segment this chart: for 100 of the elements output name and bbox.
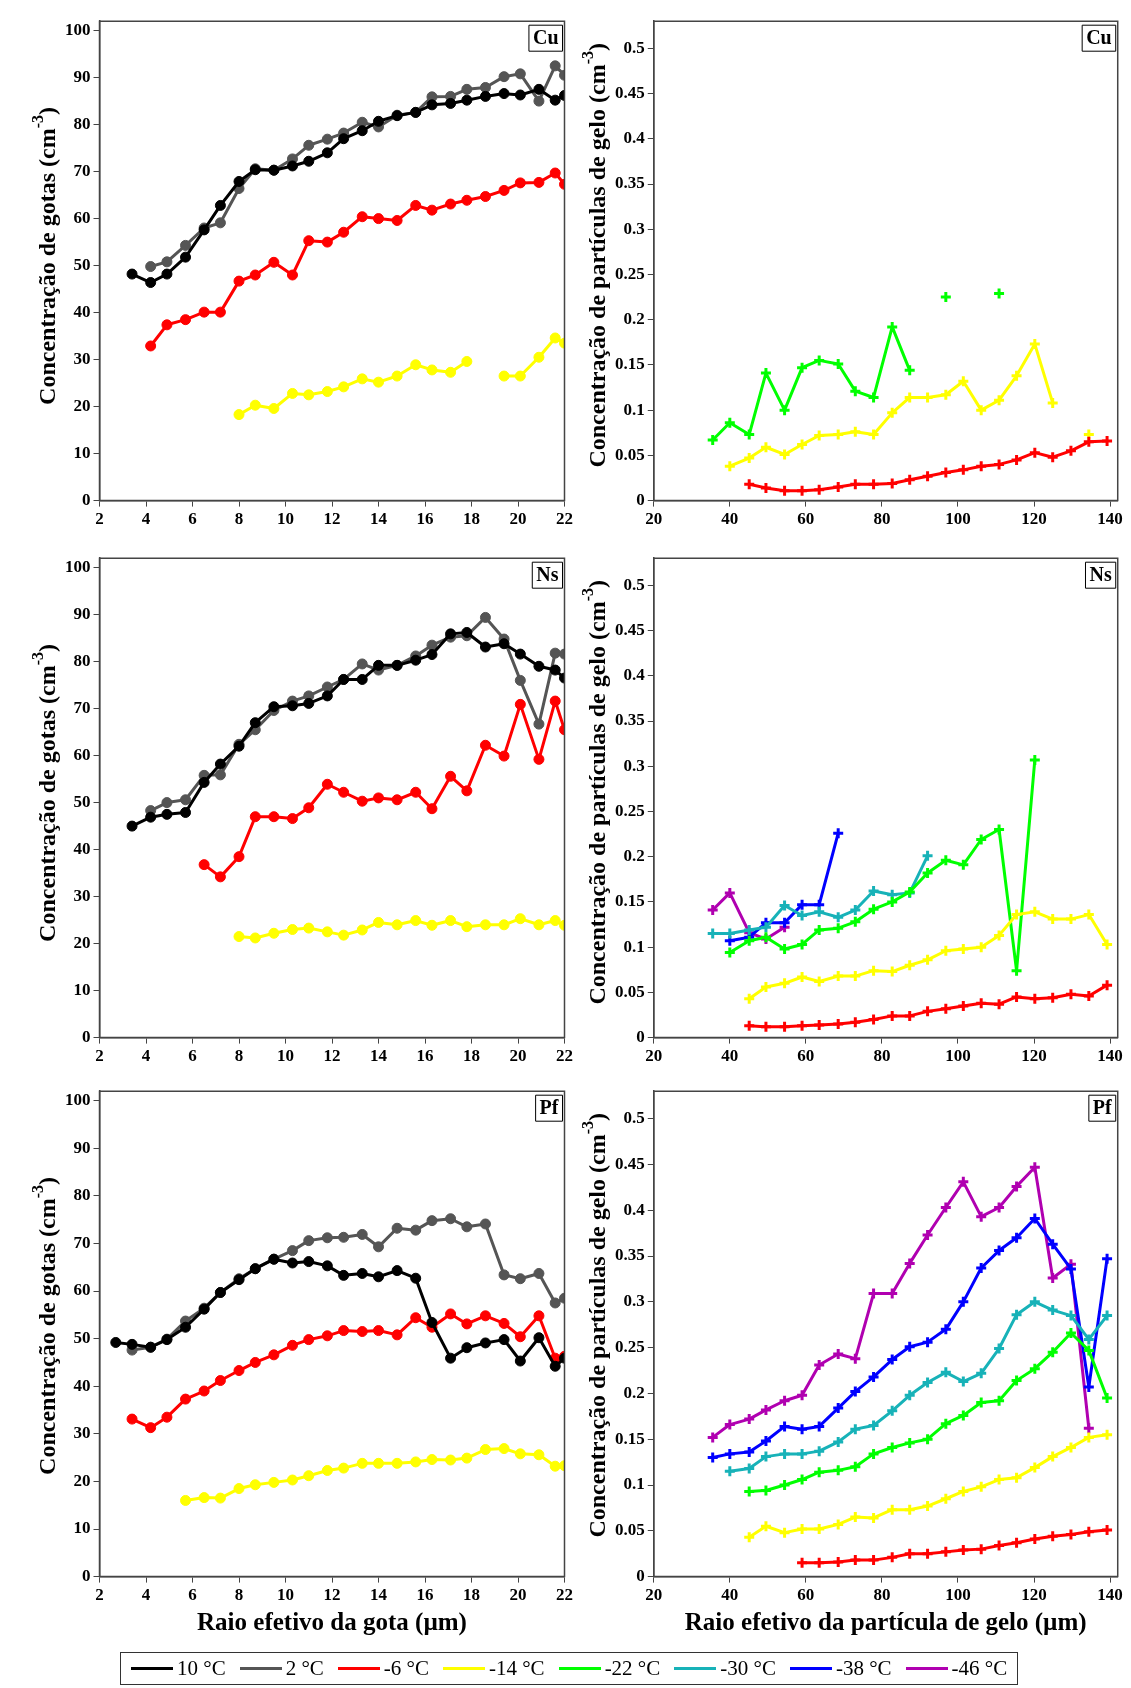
x-tick-label: 100 — [945, 1046, 971, 1066]
x-tick-label: 10 — [277, 509, 294, 529]
y-tick-label: 0.5 — [623, 1108, 645, 1128]
y-tick-label: 30 — [73, 1423, 91, 1443]
x-tick-label: 16 — [416, 1046, 434, 1066]
y-tick-label: 0.15 — [615, 891, 645, 911]
annotation: Ns — [1089, 563, 1112, 586]
legend-label: 10 °C — [177, 1656, 226, 1681]
legend-label: -46 °C — [951, 1656, 1008, 1681]
x-tick-label: 6 — [188, 509, 197, 529]
x-tick-label: 2 — [95, 1046, 104, 1066]
x-tick-label: 20 — [509, 1585, 527, 1605]
y-tick-label: 60 — [73, 207, 91, 227]
x-tick-label: 22 — [556, 509, 573, 529]
x-tick-label: 8 — [234, 1585, 244, 1605]
x-tick-label: 80 — [873, 1046, 891, 1066]
y-tick-label: 70 — [73, 697, 91, 717]
y-tick-label: 0.1 — [623, 1474, 645, 1494]
x-tick-label: 12 — [323, 1585, 341, 1605]
x-tick-label: 100 — [945, 1585, 971, 1605]
y-tick-label: 80 — [73, 650, 91, 670]
y-tick-label: 0.35 — [615, 173, 645, 193]
legend-label: -14 °C — [488, 1656, 545, 1681]
y-tick-label: 50 — [73, 791, 91, 811]
y-tick-label: 80 — [73, 1185, 91, 1205]
y-tick-label: 0.2 — [623, 1382, 645, 1402]
x-tick-label: 2 — [95, 1585, 104, 1605]
y-tick-label: 0 — [636, 1026, 645, 1046]
y-tick-label: 100 — [65, 19, 91, 39]
y-tick-label: 0.5 — [623, 574, 645, 594]
y-tick-label: 0.2 — [623, 309, 645, 329]
x-tick-label: 40 — [721, 1046, 739, 1066]
y-tick-label: 0 — [636, 489, 645, 509]
y-tick-label: 0.25 — [615, 263, 645, 283]
y-tick-label: 40 — [73, 301, 91, 321]
x-tick-label: 6 — [188, 1585, 197, 1605]
y-tick-label: 0.3 — [623, 218, 645, 238]
x-tick-label: 12 — [323, 509, 341, 529]
y-tick-label: 0.4 — [623, 1199, 646, 1219]
y-tick-label: 10 — [73, 1518, 91, 1538]
x-tick-label: 40 — [721, 1585, 739, 1605]
y-tick-label: 0.45 — [615, 619, 645, 639]
x-tick-label: 60 — [797, 1585, 815, 1605]
y-tick-label: 0.25 — [615, 800, 645, 820]
y-tick-label: 0.3 — [623, 755, 645, 775]
y-tick-label: 0.15 — [615, 1428, 645, 1448]
x-tick-label: 18 — [463, 1046, 480, 1066]
y-tick-label: 0.15 — [615, 354, 645, 374]
y-tick-label: 0 — [636, 1565, 645, 1585]
y-tick-label: 30 — [73, 348, 91, 368]
x-tick-label: 10 — [277, 1585, 294, 1605]
x-tick-label: 4 — [141, 1046, 151, 1066]
y-tick-label: 90 — [73, 66, 91, 86]
y-tick-label: 0.1 — [623, 936, 645, 956]
y-tick-label: 0.2 — [623, 846, 645, 866]
y-tick-label: 100 — [65, 1090, 91, 1110]
y-tick-label: 0 — [82, 1565, 91, 1585]
y-tick-label: 20 — [73, 1470, 91, 1490]
y-tick-label: 0.05 — [615, 981, 645, 1001]
x-axis-title: Raio efetivo da partícula de gelo (µm) — [684, 1608, 1087, 1637]
x-tick-label: 22 — [556, 1585, 573, 1605]
annotation: Cu — [1086, 26, 1112, 49]
y-tick-label: 0.3 — [623, 1291, 645, 1311]
x-tick-label: 14 — [370, 1585, 388, 1605]
y-tick-label: 60 — [73, 744, 91, 764]
legend-label: -30 °C — [720, 1656, 776, 1681]
x-tick-label: 80 — [873, 1585, 891, 1605]
x-tick-label: 120 — [1021, 1585, 1047, 1605]
y-tick-label: 30 — [73, 885, 91, 905]
legend-label: 2 °C — [285, 1656, 324, 1681]
y-tick-label: 0.1 — [623, 399, 645, 419]
x-tick-label: 4 — [141, 509, 151, 529]
y-tick-label: 0.05 — [615, 444, 645, 464]
x-tick-label: 22 — [556, 1046, 573, 1066]
x-tick-label: 40 — [721, 509, 739, 529]
y-tick-label: 0.45 — [615, 82, 645, 102]
x-tick-label: 14 — [370, 1046, 388, 1066]
y-tick-label: 0 — [82, 489, 91, 509]
annotation: Pf — [539, 1096, 559, 1119]
x-tick-label: 60 — [797, 509, 815, 529]
x-tick-label: 60 — [797, 1046, 815, 1066]
x-tick-label: 20 — [509, 1046, 527, 1066]
x-tick-label: 80 — [873, 509, 891, 529]
y-tick-label: 70 — [73, 160, 91, 180]
y-tick-label: 50 — [73, 1328, 91, 1348]
legend-label: -22 °C — [604, 1656, 661, 1681]
y-tick-label: 0.05 — [615, 1520, 645, 1540]
annotation: Cu — [532, 26, 559, 49]
y-tick-label: 0.25 — [615, 1337, 645, 1357]
y-tick-label: 0.45 — [615, 1153, 645, 1173]
x-tick-label: 4 — [141, 1585, 151, 1605]
y-tick-label: 20 — [73, 395, 91, 415]
y-tick-label: 0.4 — [623, 665, 646, 685]
x-tick-label: 140 — [1097, 1046, 1123, 1066]
annotation: Pf — [1092, 1096, 1113, 1119]
legend-label: -38 °C — [835, 1656, 892, 1681]
y-tick-label: 70 — [73, 1232, 91, 1252]
x-tick-label: 16 — [416, 1585, 434, 1605]
y-tick-label: 90 — [73, 603, 91, 623]
x-tick-label: 10 — [277, 1046, 294, 1066]
